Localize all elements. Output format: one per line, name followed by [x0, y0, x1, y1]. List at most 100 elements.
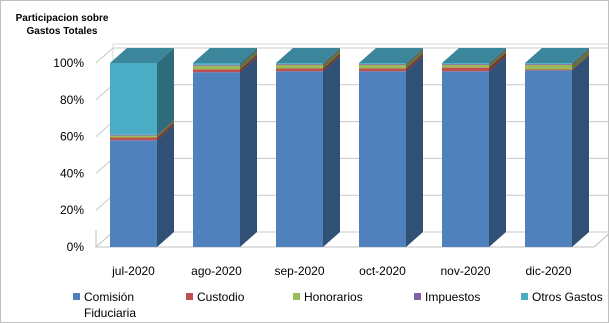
bar-side	[406, 56, 423, 247]
bar-segment	[359, 49, 423, 69]
bar-segment	[193, 54, 257, 73]
bar-front	[359, 64, 406, 69]
bar-side	[572, 48, 589, 64]
bar-side	[572, 54, 589, 71]
bar-side	[489, 48, 506, 65]
y-tick-label: 40%	[60, 166, 84, 180]
bar-segment	[193, 50, 257, 70]
bar-side	[240, 50, 257, 70]
legend-item: Honorarios	[293, 289, 363, 305]
x-tick-label: jul-2020	[111, 264, 155, 278]
legend-label: Custodio	[197, 290, 245, 304]
bar-front	[110, 140, 157, 247]
bar-top	[110, 48, 174, 63]
bar-segment	[525, 55, 589, 247]
bar-front	[193, 69, 240, 73]
bar-front	[193, 64, 240, 66]
bar-side	[489, 52, 506, 72]
y-tick-label: 80%	[60, 93, 84, 107]
bar-segment	[193, 49, 257, 66]
bar-front	[276, 71, 323, 247]
bar-side	[240, 57, 257, 248]
bar-front	[442, 63, 489, 64]
legend: Comisión Fiduciaria Custodio Honorarios Imp…	[1, 289, 608, 322]
bar-front	[276, 63, 323, 64]
bar-front	[110, 135, 157, 138]
bar-side	[489, 49, 506, 68]
x-tick-label: oct-2020	[359, 264, 406, 278]
bar-side	[489, 48, 506, 64]
bar-front	[193, 72, 240, 247]
bar-side	[323, 49, 340, 69]
bar-side	[240, 49, 257, 66]
bar-front	[110, 134, 157, 136]
bar-top	[442, 48, 506, 63]
bar-segment	[276, 56, 340, 247]
bar-side	[157, 119, 174, 136]
bar-segment	[110, 122, 174, 141]
bar-segment	[359, 53, 423, 72]
x-tick-label: dic-2020	[525, 264, 571, 278]
bar-segment	[276, 53, 340, 72]
bar-segment	[193, 57, 257, 248]
bar-side	[406, 48, 423, 65]
bar-segment	[110, 48, 174, 135]
bar-front	[525, 64, 572, 70]
bar-front	[442, 71, 489, 247]
bar-side	[406, 49, 423, 69]
y-tick-label: 60%	[60, 130, 84, 144]
bar-side	[157, 48, 174, 135]
legend-item: Otros Gastos	[521, 289, 603, 305]
bar-segment	[276, 48, 340, 65]
bar-segment	[359, 48, 423, 64]
bar-top	[193, 48, 257, 63]
y-tick-label: 20%	[60, 203, 84, 217]
bar-front	[442, 63, 489, 65]
bar-front	[525, 63, 572, 64]
bar-segment	[525, 54, 589, 71]
bar-segment	[359, 56, 423, 247]
x-tick-label: nov-2020	[440, 264, 490, 278]
legend-label: Honorarios	[304, 290, 363, 304]
legend-swatch	[414, 293, 421, 300]
bar-side	[323, 48, 340, 65]
gridline	[95, 47, 608, 64]
bar-front	[525, 63, 572, 65]
bar-segment	[110, 120, 174, 138]
y-tick-label: 100%	[53, 56, 84, 70]
legend-item: Comisión Fiduciaria	[73, 289, 174, 321]
bar-side	[323, 53, 340, 72]
legend-swatch	[73, 293, 80, 300]
chart-title: Participacion sobre Gastos Totales	[15, 13, 109, 37]
bar-front	[359, 71, 406, 247]
bar-segment	[442, 56, 506, 247]
bar-side	[157, 125, 174, 247]
bar-front	[359, 63, 406, 64]
legend-label: Otros Gastos	[532, 290, 603, 304]
bar-side	[323, 56, 340, 247]
bar-segment	[525, 49, 589, 70]
legend-label: Comisión Fiduciaria	[84, 290, 137, 320]
legend-swatch	[293, 293, 300, 300]
bar-side	[572, 48, 589, 65]
bar-segment	[525, 48, 589, 65]
bar-top	[525, 48, 589, 63]
bar-segment	[442, 49, 506, 68]
bar-segment	[525, 48, 589, 64]
bar-side	[240, 48, 257, 65]
bar-front	[193, 65, 240, 70]
bar-segment	[193, 48, 257, 65]
bar-front	[442, 67, 489, 72]
bar-segment	[110, 125, 174, 247]
bar-side	[240, 54, 257, 73]
bar-segment	[359, 48, 423, 65]
bar-segment	[442, 48, 506, 65]
bar-front	[442, 64, 489, 68]
bar-front	[276, 68, 323, 72]
bar-front	[193, 63, 240, 65]
legend-swatch	[186, 293, 193, 300]
bar-side	[157, 122, 174, 141]
bar-front	[110, 63, 157, 135]
